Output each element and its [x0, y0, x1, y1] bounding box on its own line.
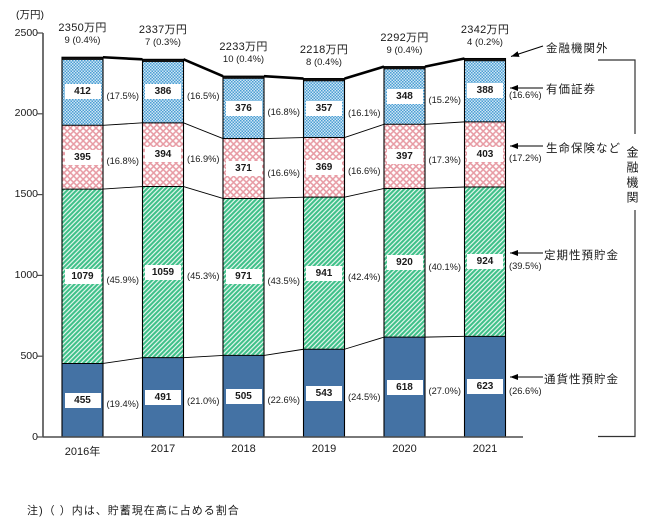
- bar-top-value-label: 9 (0.4%): [64, 35, 101, 47]
- bar-segment-top-black: [303, 78, 345, 82]
- segment-value-label: 357: [306, 101, 342, 117]
- segment-value-label: 397: [386, 148, 423, 164]
- segment-percent-label: (21.0%): [186, 396, 220, 407]
- y-axis-tick-label: 2000: [14, 107, 38, 120]
- x-axis-tick-label: 2017: [150, 443, 176, 455]
- segment-value-label: 618: [386, 379, 423, 395]
- segment-value-label: 348: [386, 88, 423, 104]
- segment-percent-label: (24.5%): [347, 392, 381, 403]
- x-axis-tick-label: 2019: [311, 443, 337, 455]
- x-axis-tick-label: 2020: [392, 443, 417, 455]
- legend-label-time-deposits: 定期性預貯金: [544, 250, 619, 262]
- bar-header: 2350万円 9 (0.4%): [33, 22, 133, 47]
- segment-value-label: 543: [306, 385, 342, 401]
- segment-value-label: 371: [225, 161, 262, 176]
- y-axis-tick-label: 2500: [14, 26, 38, 39]
- bar-top-value-label: 10 (0.4%): [222, 54, 265, 66]
- segment-percent-label: (17.2%): [509, 153, 542, 164]
- segment-percent-label: (42.4%): [347, 272, 381, 283]
- bar-top-value-label: 7 (0.3%): [145, 37, 181, 49]
- legend-label-outside-financial-institutions: 金融機関外: [546, 43, 609, 55]
- segment-value-label: 1059: [145, 264, 181, 280]
- segment-value-label: 376: [225, 100, 262, 116]
- group-bracket: [598, 59, 636, 438]
- legend-label-securities: 有価証券: [546, 84, 596, 96]
- x-axis-tick-label: 2016年: [64, 446, 101, 458]
- bar-total-label: 2350万円: [58, 22, 107, 35]
- segment-value-label: 369: [306, 159, 342, 175]
- segment-value-label: 491: [145, 389, 181, 405]
- bar-segment-top-black: [142, 59, 184, 63]
- segment-value-label: 386: [145, 84, 181, 100]
- segment-percent-label: (40.1%): [428, 261, 462, 272]
- segment-percent-label: (16.8%): [106, 156, 140, 167]
- bar-header: 2342万円 4 (0.2%): [435, 24, 535, 49]
- bar-total-label: 2218万円: [299, 43, 349, 56]
- bar-header: 2233万円 10 (0.4%): [194, 41, 294, 66]
- bar-top-value-label: 4 (0.2%): [467, 36, 503, 48]
- segment-value-label: 971: [225, 269, 262, 285]
- bar-header: 2292万円 9 (0.4%): [355, 32, 455, 57]
- segment-percent-label: (16.6%): [267, 167, 301, 178]
- segment-percent-label: (16.6%): [509, 89, 542, 100]
- bar-top-value-label: 8 (0.4%): [306, 56, 342, 68]
- bar-top-value-label: 9 (0.4%): [386, 44, 423, 56]
- x-axis-tick-label: 2018: [231, 443, 256, 455]
- segment-value-label: 623: [467, 379, 503, 395]
- bar-header: 2337万円 7 (0.3%): [113, 24, 213, 49]
- segment-percent-label: (17.3%): [428, 155, 462, 166]
- group-bracket-label-financial-institutions: 金融機関: [625, 146, 639, 206]
- segment-percent-label: (16.8%): [267, 107, 301, 118]
- bar-total-label: 2233万円: [219, 41, 268, 54]
- segment-value-label: 920: [386, 255, 423, 271]
- segment-percent-label: (27.0%): [428, 386, 462, 397]
- segment-percent-label: (16.5%): [186, 90, 220, 101]
- footnote-text: 注)（ ）内は、貯蓄現在高に占める割合: [27, 505, 240, 517]
- segment-percent-label: (19.4%): [106, 399, 140, 410]
- segment-value-label: 1079: [64, 268, 101, 284]
- segment-value-label: 394: [145, 147, 181, 163]
- bar-segment-top-black: [464, 58, 506, 62]
- segment-value-label: 455: [64, 392, 101, 408]
- segment-percent-label: (26.6%): [509, 385, 542, 396]
- bar-segment-top-black: [62, 57, 103, 60]
- segment-percent-label: (43.5%): [267, 275, 301, 286]
- legend-label-demand-deposits: 通貨性預貯金: [544, 374, 619, 386]
- y-axis-unit-label: (万円): [16, 9, 44, 21]
- segment-value-label: 403: [467, 146, 503, 162]
- segment-value-label: 412: [64, 84, 101, 100]
- segment-percent-label: (15.2%): [428, 95, 462, 106]
- bar-total-label: 2337万円: [138, 24, 188, 37]
- segment-percent-label: (22.6%): [267, 395, 301, 406]
- segment-value-label: 395: [64, 149, 101, 165]
- segment-percent-label: (45.3%): [186, 271, 220, 282]
- bar-segment-top-black: [223, 76, 264, 79]
- segment-percent-label: (39.5%): [509, 260, 542, 271]
- legend-label-life-insurance: 生命保険など: [546, 143, 621, 155]
- y-axis-tick-label: 1000: [14, 268, 38, 281]
- segment-percent-label: (16.9%): [186, 153, 220, 164]
- arrow-outside-financial-institutions: [510, 45, 544, 57]
- segment-percent-label: (17.5%): [106, 90, 140, 101]
- y-axis-tick-label: 1500: [14, 188, 38, 201]
- segment-value-label: 388: [467, 83, 503, 99]
- segment-value-label: 924: [467, 254, 503, 270]
- bar-header: 2218万円 8 (0.4%): [274, 44, 374, 69]
- segment-percent-label: (16.1%): [347, 107, 381, 118]
- segment-percent-label: (45.9%): [106, 275, 140, 286]
- segment-percent-label: (16.6%): [347, 166, 381, 177]
- y-axis-tick-label: 0: [32, 430, 38, 443]
- bar-total-label: 2342万円: [460, 23, 510, 36]
- bar-total-label: 2292万円: [380, 31, 429, 44]
- segment-value-label: 505: [225, 388, 262, 404]
- y-axis-tick-label: 500: [20, 349, 38, 362]
- segment-value-label: 941: [306, 265, 342, 281]
- bar-segment-top-black: [384, 66, 425, 70]
- x-axis-tick-label: 2021: [472, 443, 498, 455]
